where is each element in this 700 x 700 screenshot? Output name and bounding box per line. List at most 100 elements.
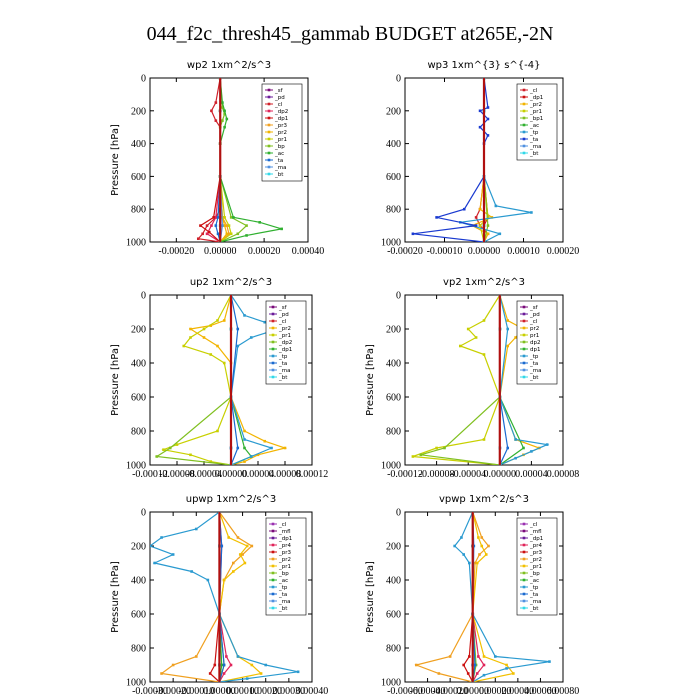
x-tick-label: 0.00000 [456, 686, 489, 697]
data-point [250, 544, 254, 548]
data-point [227, 232, 231, 236]
data-point [236, 232, 240, 236]
legend-label: _sf [274, 88, 284, 94]
y-tick-label: 1000 [126, 461, 146, 472]
data-point [236, 536, 240, 539]
y-tick-label: 1000 [381, 238, 401, 249]
data-point [411, 455, 415, 458]
data-point [498, 232, 502, 236]
data-point [522, 446, 525, 450]
data-point [459, 344, 462, 348]
series-line-tp [150, 512, 299, 682]
panel-title: up2 1xm^2/s^3 [190, 277, 272, 288]
legend: _sf_pd_cl_pr2_pr1_dp2_dp1_tp_ta_ma_bt [265, 300, 307, 385]
x-tick-label: 0.00080 [547, 686, 580, 697]
legend-marker [522, 88, 526, 92]
legend-marker [271, 347, 275, 351]
legend-marker [271, 375, 275, 379]
y-tick-label: 1000 [126, 678, 146, 689]
data-point [462, 663, 465, 667]
legend-marker [271, 599, 275, 603]
data-point [221, 119, 224, 122]
x-tick-label: 0.00040 [292, 246, 325, 257]
legend-label: _cl [529, 522, 538, 528]
x-tick-label: -0.00030 [132, 686, 168, 697]
y-tick-label: 0 [141, 74, 146, 85]
plot-frame [149, 77, 309, 243]
data-point [225, 232, 229, 236]
series-line-pr1 [218, 512, 263, 682]
y-tick-label: 800 [386, 644, 401, 655]
legend-label: _tp [278, 354, 288, 360]
legend-marker [267, 158, 271, 162]
data-point [232, 570, 235, 573]
legend-label: _ta [278, 361, 287, 367]
data-point [280, 227, 283, 231]
x-tick-label: -0.00004 [186, 469, 222, 480]
x-tick-label: -0.00008 [159, 469, 195, 480]
data-point [545, 443, 549, 446]
legend-marker [271, 578, 275, 582]
legend-marker [271, 354, 275, 358]
data-point [210, 224, 213, 227]
legend-marker [522, 319, 526, 323]
data-point [202, 336, 206, 339]
data-point [189, 336, 192, 339]
legend-label: _cl [278, 522, 287, 528]
y-axis-label: Pressure [hPa] [365, 561, 376, 633]
data-point [222, 663, 226, 667]
legend-marker [522, 130, 526, 134]
data-point [245, 234, 248, 237]
x-tick-label: -0.00060 [387, 686, 423, 697]
data-point [494, 204, 498, 208]
series-line-cl [475, 78, 489, 242]
data-point [222, 361, 226, 365]
legend-label: _ta [529, 361, 538, 367]
legend-label: _dp2 [278, 340, 292, 346]
data-point [482, 438, 486, 441]
y-tick-label: 200 [386, 325, 401, 336]
data-point [487, 544, 490, 548]
data-point [216, 429, 219, 433]
x-tick-label: 0.00010 [507, 246, 540, 257]
data-point [168, 446, 172, 450]
y-tick-label: 0 [396, 291, 401, 302]
data-point [482, 673, 486, 677]
y-tick-label: 200 [386, 106, 401, 117]
legend-marker [522, 354, 526, 358]
data-point [201, 232, 204, 236]
data-point [208, 672, 212, 675]
x-tick-label: -0.00010 [427, 246, 463, 257]
data-point [202, 327, 206, 331]
data-point [207, 230, 211, 234]
legend: _cl_mfl_dp1_pr4_pr3_pr2_pr1_bp_ac_tp_ta_… [265, 517, 307, 616]
legend-marker [271, 333, 275, 337]
data-point [245, 677, 249, 680]
x-tick-label: 0.00000 [204, 246, 237, 257]
x-tick-label: 0.00040 [296, 686, 329, 697]
data-point [486, 232, 490, 236]
legend-marker [267, 109, 271, 113]
x-tick-label: -0.00012 [132, 469, 168, 480]
legend-marker [522, 375, 526, 379]
panel-title: vpwp 1xm^2/s^3 [439, 494, 529, 505]
legend-label: _pr4 [529, 543, 543, 549]
data-point [160, 672, 163, 675]
y-axis-label: Pressure [hPa] [110, 124, 121, 196]
legend-label: _pr1 [529, 109, 542, 115]
data-point [194, 655, 198, 658]
data-point [227, 536, 230, 539]
legend-label: _pr3 [274, 123, 288, 129]
data-point [263, 320, 267, 324]
x-tick-label: -0.00010 [178, 686, 214, 697]
data-point [216, 344, 219, 348]
series-line-tp [499, 295, 550, 465]
legend-label: pr2 [530, 326, 539, 332]
legend-marker [271, 592, 275, 596]
data-point [175, 443, 179, 446]
data-point [232, 561, 235, 565]
x-tick-label: -0.00020 [155, 686, 191, 697]
series-line-pr1 [472, 512, 515, 682]
legend-label: _pr1 [529, 564, 542, 570]
data-point [250, 663, 254, 667]
